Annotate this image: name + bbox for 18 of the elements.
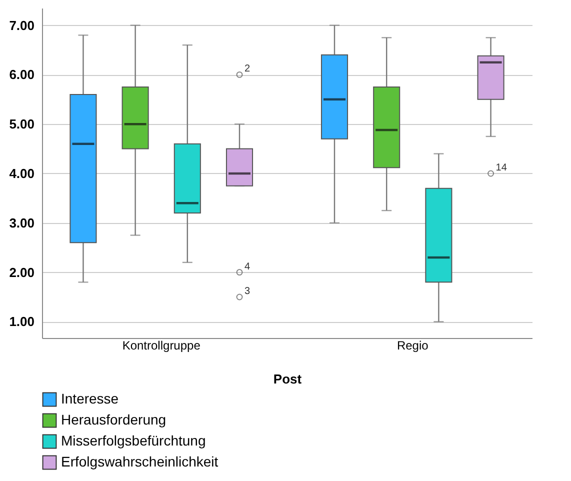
annotation: 14: [496, 162, 508, 174]
y-tick-label: 3.00: [9, 215, 34, 230]
y-tick-label: 2.00: [9, 264, 34, 280]
annotation: 4: [244, 261, 250, 272]
annotation: 3: [244, 286, 250, 297]
legend-label: Interesse: [61, 390, 119, 406]
annotation: 2: [244, 64, 250, 75]
legend-label: Herausforderung: [61, 412, 166, 428]
y-tick-label: 7.00: [9, 18, 34, 33]
y-tick-label: 1.00: [9, 314, 34, 330]
legend-label: Erfolgswahrscheinlichkeit: [61, 454, 218, 470]
y-tick-label: 4.00: [9, 166, 34, 181]
x-axis-title: Post: [273, 372, 302, 386]
x-tick-label: Kontrollgruppe: [122, 338, 201, 352]
legend-label: Misserfolgsbefürchtung: [61, 432, 206, 448]
y-tick-label: 5.00: [9, 116, 34, 132]
y-tick-label: 6.00: [9, 67, 34, 82]
x-tick-label: Regio: [396, 338, 429, 352]
